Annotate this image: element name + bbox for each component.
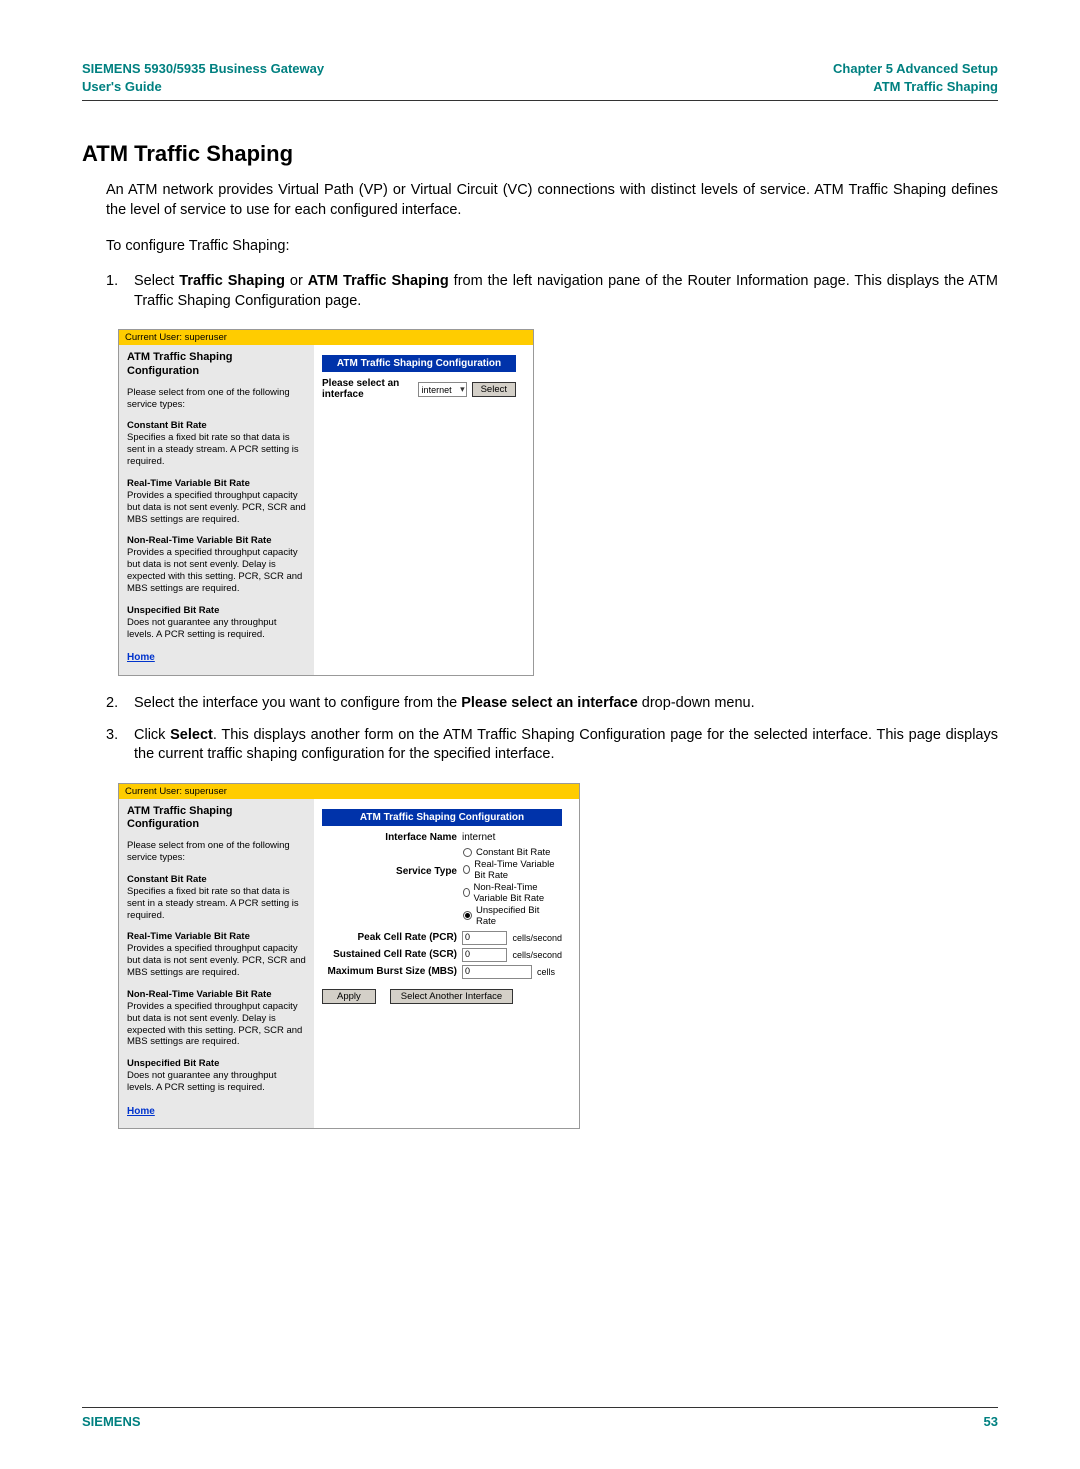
- current-user-bar: Current User: superuser: [119, 784, 579, 799]
- radio-rt[interactable]: Real-Time Variable Bit Rate: [463, 859, 562, 881]
- current-user-bar: Current User: superuser: [119, 330, 533, 345]
- side-panel: ATM Traffic Shaping Configuration Please…: [119, 345, 314, 675]
- header-right-1: Chapter 5 Advanced Setup: [833, 60, 998, 78]
- screenshot-2: Current User: superuser ATM Traffic Shap…: [118, 783, 580, 1130]
- interface-select[interactable]: internet: [418, 382, 467, 397]
- pcr-input[interactable]: 0: [462, 931, 507, 945]
- page-footer: SIEMENS 53: [82, 1407, 998, 1429]
- page-title: ATM Traffic Shaping: [82, 141, 998, 167]
- panel-header: ATM Traffic Shaping Configuration: [322, 355, 516, 372]
- panel-header: ATM Traffic Shaping Configuration: [322, 809, 562, 826]
- step-2: 2. Select the interface you want to conf…: [106, 694, 998, 714]
- interface-name-label: Interface Name: [322, 832, 457, 843]
- header-left-1: SIEMENS 5930/5935 Business Gateway: [82, 60, 324, 78]
- rt-title: Real-Time Variable Bit Rate: [127, 478, 306, 490]
- select-interface-label: Please select an interface: [322, 378, 413, 400]
- apply-button[interactable]: Apply: [322, 989, 376, 1004]
- screenshot-1: Current User: superuser ATM Traffic Shap…: [118, 329, 534, 676]
- footer-brand: SIEMENS: [82, 1414, 141, 1429]
- radio-nrt[interactable]: Non-Real-Time Variable Bit Rate: [463, 882, 562, 904]
- page-header: SIEMENS 5930/5935 Business Gateway User'…: [82, 60, 998, 101]
- header-right-2: ATM Traffic Shaping: [833, 78, 998, 96]
- service-type-label: Service Type: [322, 866, 457, 877]
- mbs-label: Maximum Burst Size (MBS): [322, 966, 457, 977]
- scr-input[interactable]: 0: [462, 948, 507, 962]
- ubr-title: Unspecified Bit Rate: [127, 605, 306, 617]
- home-link[interactable]: Home: [127, 1106, 155, 1119]
- intro-text: An ATM network provides Virtual Path (VP…: [106, 181, 998, 220]
- header-left-2: User's Guide: [82, 78, 324, 96]
- radio-cbr[interactable]: Constant Bit Rate: [463, 847, 562, 858]
- step-1: 1. Select Traffic Shaping or ATM Traffic…: [106, 272, 998, 311]
- footer-page-number: 53: [984, 1414, 998, 1429]
- scr-label: Sustained Cell Rate (SCR): [322, 949, 457, 960]
- cbr-title: Constant Bit Rate: [127, 420, 306, 432]
- select-another-button[interactable]: Select Another Interface: [390, 989, 513, 1004]
- mbs-input[interactable]: 0: [462, 965, 532, 979]
- radio-ubr[interactable]: Unspecified Bit Rate: [463, 905, 562, 927]
- side-panel: ATM Traffic Shaping Configuration Please…: [119, 799, 314, 1129]
- pcr-label: Peak Cell Rate (PCR): [322, 932, 457, 943]
- to-configure-text: To configure Traffic Shaping:: [106, 237, 998, 257]
- select-button[interactable]: Select: [472, 382, 516, 397]
- home-link[interactable]: Home: [127, 652, 155, 665]
- step-3: 3. Click Select. This displays another f…: [106, 726, 998, 765]
- nrt-title: Non-Real-Time Variable Bit Rate: [127, 535, 306, 547]
- interface-name-value: internet: [462, 832, 495, 843]
